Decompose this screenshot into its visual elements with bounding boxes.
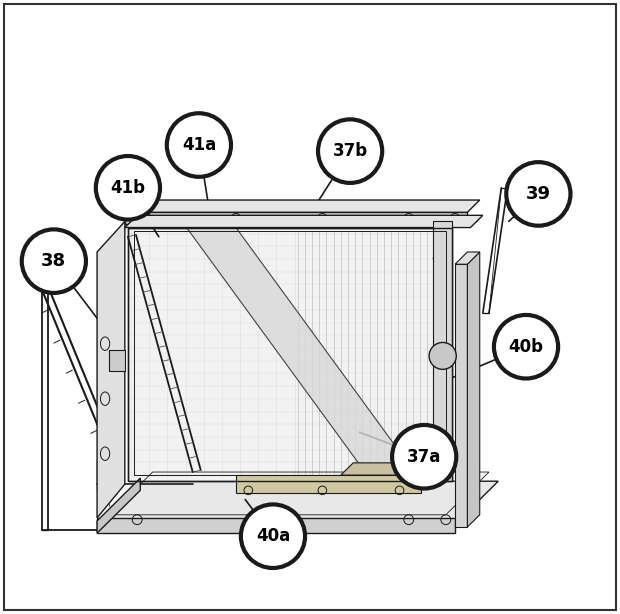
Text: 37a: 37a <box>407 448 441 466</box>
Polygon shape <box>455 252 480 264</box>
Circle shape <box>318 119 382 183</box>
Polygon shape <box>187 228 421 481</box>
Circle shape <box>507 162 570 226</box>
Text: 40b: 40b <box>508 338 544 356</box>
Circle shape <box>494 315 558 378</box>
Circle shape <box>22 230 86 293</box>
Text: 38: 38 <box>42 252 66 270</box>
Polygon shape <box>125 200 480 212</box>
Text: 41a: 41a <box>182 136 216 154</box>
Text: 37b: 37b <box>332 142 368 160</box>
Polygon shape <box>433 222 452 481</box>
Text: 41b: 41b <box>110 179 146 197</box>
Circle shape <box>96 156 160 220</box>
Circle shape <box>241 505 305 568</box>
Polygon shape <box>455 264 467 527</box>
Polygon shape <box>97 481 498 524</box>
Polygon shape <box>236 475 421 494</box>
Circle shape <box>429 343 456 370</box>
Polygon shape <box>97 478 140 533</box>
Text: 39: 39 <box>526 185 551 203</box>
Polygon shape <box>109 350 125 371</box>
Text: eReplacementParts.com: eReplacementParts.com <box>234 300 386 314</box>
Text: 40a: 40a <box>256 527 290 545</box>
Polygon shape <box>341 463 433 475</box>
Polygon shape <box>97 518 455 533</box>
Polygon shape <box>125 212 467 225</box>
Circle shape <box>392 425 456 489</box>
Polygon shape <box>467 252 480 527</box>
Circle shape <box>167 113 231 177</box>
Polygon shape <box>128 228 452 481</box>
Polygon shape <box>125 216 483 228</box>
Polygon shape <box>97 222 125 518</box>
